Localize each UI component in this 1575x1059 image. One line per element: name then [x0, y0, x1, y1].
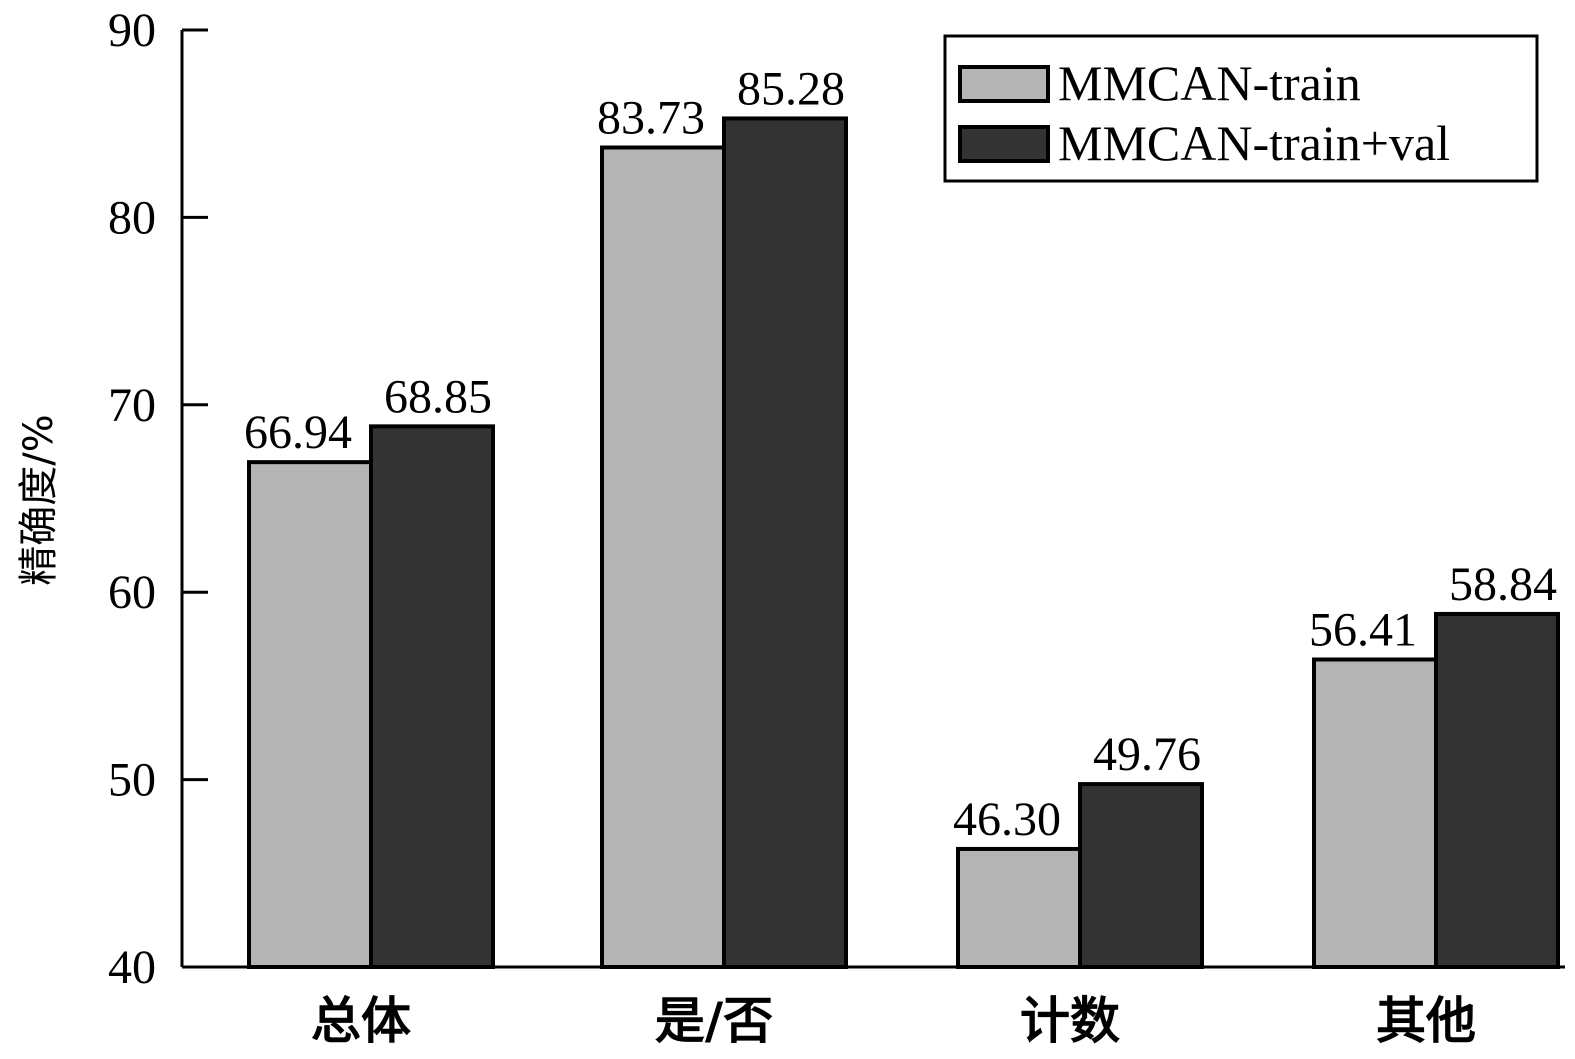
- y-axis-label: 精确度/%: [16, 414, 62, 585]
- bar: [247, 460, 373, 969]
- bar: [1434, 611, 1560, 970]
- x-tick-label: 总体: [311, 992, 411, 1050]
- data-label: 46.30: [953, 793, 1061, 846]
- data-label: 66.94: [244, 406, 352, 459]
- x-tick-label: 其他: [1376, 992, 1476, 1050]
- x-tick-label: 计数: [1020, 992, 1120, 1050]
- bar: [369, 424, 495, 969]
- data-label: 58.84: [1449, 558, 1557, 611]
- y-tick-label: 90: [108, 4, 156, 57]
- bar: [600, 145, 726, 969]
- data-label: 49.76: [1093, 728, 1201, 781]
- y-tick-label: 80: [108, 191, 156, 244]
- y-tick-label: 40: [108, 941, 156, 994]
- bar: [956, 846, 1082, 969]
- plot-area: 40 50 60 70 80 90 66.94 68.85 总体 83.73 85.28 是/否 46.…: [108, 4, 1565, 1050]
- x-tick-label: 是/否: [655, 992, 773, 1050]
- bar: [1078, 782, 1204, 969]
- y-tick-label: 60: [108, 566, 156, 619]
- data-label: 85.28: [737, 62, 845, 115]
- legend-label: MMCAN-train+val: [1058, 115, 1450, 171]
- bar: [722, 116, 848, 969]
- legend-label: MMCAN-train: [1058, 55, 1361, 111]
- y-tick-label: 50: [108, 754, 156, 807]
- legend-swatch: [958, 65, 1050, 103]
- data-label: 68.85: [384, 370, 492, 423]
- y-tick-label: 70: [108, 379, 156, 432]
- legend-swatch: [958, 125, 1050, 163]
- data-label: 83.73: [597, 91, 705, 144]
- bar: [1312, 657, 1438, 970]
- data-label: 56.41: [1309, 603, 1417, 656]
